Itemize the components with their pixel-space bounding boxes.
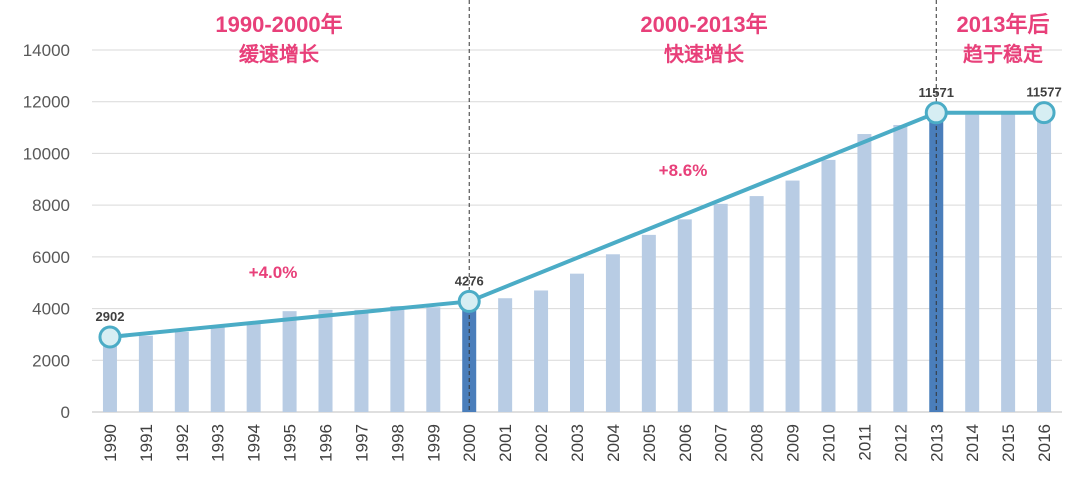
bar-2005 — [641, 234, 656, 412]
period-1-growth: +4.0% — [249, 263, 298, 282]
trend-marker-2000 — [457, 289, 481, 313]
x-tick-label: 2012 — [891, 424, 910, 462]
bars — [102, 112, 1052, 413]
period-dividers — [468, 0, 937, 412]
y-tick-label: 6000 — [32, 248, 70, 267]
point-label-2000: 4276 — [455, 273, 484, 288]
x-tick-label: 1999 — [424, 424, 443, 462]
x-tick-label: 1998 — [388, 424, 407, 462]
bar-1997 — [354, 309, 369, 412]
x-tick-label: 2000 — [460, 424, 479, 462]
bar-1998 — [390, 305, 405, 412]
x-tick-label: 2014 — [963, 424, 982, 462]
x-tick-label: 2005 — [640, 424, 659, 462]
point-labels: 2902 4276 11571 11577 — [96, 85, 1062, 324]
x-tick-label: 1991 — [137, 424, 156, 462]
x-tick-label: 1990 — [101, 424, 120, 462]
x-tick-label: 2002 — [532, 424, 551, 462]
trend-marker-1990 — [98, 325, 122, 349]
bar-2002 — [534, 290, 549, 412]
period-2-growth: +8.6% — [659, 161, 708, 180]
bar-1996 — [318, 309, 333, 412]
x-tick-label: 2009 — [784, 424, 803, 462]
trend-markers — [98, 101, 1056, 349]
period-2-title: 2000-2013年 — [640, 12, 767, 37]
trend-line-path — [109, 110, 1045, 339]
period-3-title: 2013年后 — [957, 12, 1050, 37]
bar-2011 — [857, 134, 872, 413]
x-tick-label: 2003 — [568, 424, 587, 462]
bar-2009 — [785, 180, 800, 412]
period-annotations: 1990-2000年 缓速增长 +4.0% 2000-2013年 快速增长 +8… — [215, 12, 1049, 282]
point-label-2016: 11577 — [1026, 85, 1061, 100]
bar-2012 — [893, 124, 908, 412]
y-tick-label: 8000 — [32, 196, 70, 215]
y-tick-label: 14000 — [23, 41, 70, 60]
x-tick-label: 1993 — [209, 424, 228, 462]
x-tick-label: 2006 — [676, 424, 695, 462]
bar-1999 — [426, 307, 441, 412]
bar-2016 — [1037, 112, 1052, 412]
x-tick-label: 2004 — [604, 424, 623, 462]
y-tick-label: 0 — [61, 403, 70, 422]
x-tick-label: 1997 — [352, 424, 371, 462]
bar-1991 — [138, 335, 153, 412]
bar-1994 — [246, 321, 261, 412]
bar-2008 — [749, 196, 764, 412]
point-label-2013: 11571 — [919, 85, 954, 100]
bar-2000 — [462, 301, 477, 412]
x-tick-label: 1995 — [281, 424, 300, 462]
period-1-subtitle: 缓速增长 — [239, 42, 320, 66]
x-tick-label: 2007 — [712, 424, 731, 462]
x-axis-ticks: 1990 1991 1992 1993 1994 1995 1996 1997 1998 1999… — [101, 424, 1054, 462]
bar-2006 — [677, 219, 692, 412]
bar-2003 — [570, 273, 584, 412]
bar-2015 — [1001, 113, 1016, 412]
y-tick-label: 10000 — [23, 144, 70, 163]
y-tick-label: 12000 — [23, 93, 70, 112]
y-axis-ticks: 0 2000 4000 6000 8000 10000 12000 14000 — [23, 41, 70, 422]
trend-line — [109, 110, 1045, 339]
bar-1995 — [282, 311, 297, 412]
trend-marker-2016 — [1032, 101, 1056, 125]
x-tick-label: 1992 — [173, 424, 192, 462]
trend-marker-2013 — [924, 101, 948, 125]
period-3-subtitle: 趋于稳定 — [963, 42, 1043, 66]
x-tick-label: 2008 — [748, 424, 767, 462]
x-tick-label: 2015 — [999, 424, 1018, 462]
period-1-title: 1990-2000年 — [215, 12, 342, 37]
x-tick-label: 2016 — [1035, 424, 1054, 462]
bar-2004 — [605, 254, 620, 412]
bar-1993 — [210, 325, 225, 412]
x-tick-label: 2010 — [819, 424, 838, 462]
y-tick-label: 4000 — [32, 300, 70, 319]
bar-2010 — [821, 159, 836, 412]
x-tick-label: 2013 — [927, 424, 946, 462]
x-tick-label: 2001 — [496, 424, 515, 462]
y-tick-label: 2000 — [32, 351, 70, 370]
bar-2014 — [965, 114, 980, 413]
bar-2001 — [498, 298, 513, 412]
x-tick-label: 1994 — [245, 424, 264, 462]
x-tick-label: 2011 — [855, 424, 874, 461]
point-label-1990: 2902 — [96, 309, 125, 324]
period-2-subtitle: 快速增长 — [664, 42, 745, 66]
bar-1990 — [102, 336, 117, 412]
x-tick-label: 1996 — [317, 424, 336, 462]
bar-2007 — [713, 203, 728, 412]
bar-1992 — [174, 331, 189, 412]
